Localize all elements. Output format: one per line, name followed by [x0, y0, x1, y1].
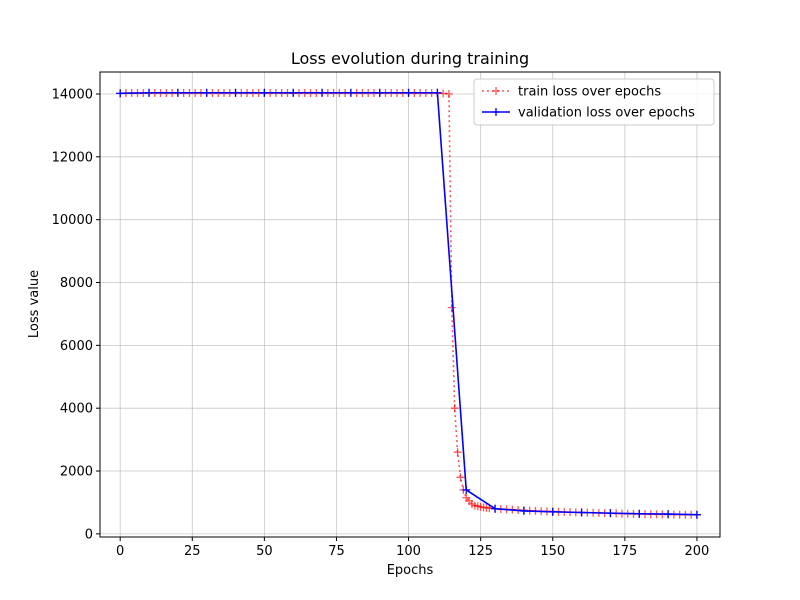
data-point	[145, 88, 154, 97]
chart-title: Loss evolution during training	[291, 49, 529, 68]
x-tick-label: 50	[256, 544, 273, 559]
data-point	[173, 88, 182, 97]
legend-marker	[492, 87, 500, 95]
plot-area-frame	[99, 71, 721, 538]
data-point	[453, 448, 462, 457]
y-tick-label: 2000	[60, 465, 93, 480]
data-point	[606, 509, 615, 518]
data-point	[548, 507, 557, 516]
axis-ticks: 0 25 50 75 100 125 150 175 200020004000600080001…	[52, 87, 710, 559]
x-tick-label: 0	[116, 544, 124, 559]
data-point	[260, 88, 269, 97]
data-point	[450, 404, 459, 413]
data-point	[116, 89, 125, 98]
data-point	[404, 88, 413, 97]
x-axis-label: Epochs	[387, 563, 434, 578]
data-point	[456, 473, 465, 482]
x-tick-label: 200	[685, 544, 710, 559]
data-point	[447, 303, 456, 312]
y-tick-label: 12000	[52, 150, 93, 165]
y-tick-label: 6000	[60, 339, 93, 354]
y-tick-label: 4000	[60, 402, 93, 417]
data-point	[692, 510, 701, 519]
y-tick-label: 14000	[52, 87, 93, 102]
x-tick-label: 150	[540, 544, 565, 559]
y-tick-label: 10000	[52, 213, 93, 228]
grid-lines	[100, 72, 720, 537]
data-point	[433, 88, 442, 97]
legend-entry: validation loss over epochs	[482, 106, 695, 121]
data-point	[202, 88, 211, 97]
x-tick-label: 125	[468, 544, 493, 559]
legend: train loss over epochs validation loss ov…	[473, 78, 715, 126]
x-tick-label: 25	[184, 544, 201, 559]
data-point	[318, 88, 327, 97]
legend-box	[473, 78, 715, 126]
series-layer	[116, 88, 701, 519]
y-tick-label: 0	[85, 527, 93, 542]
legend-entry: train loss over epochs	[482, 85, 661, 100]
data-point	[462, 485, 471, 494]
series-validation	[116, 88, 701, 519]
data-point	[289, 88, 298, 97]
legend-label: train loss over epochs	[518, 85, 661, 100]
data-point	[231, 88, 240, 97]
y-tick-label: 8000	[60, 276, 93, 291]
data-point	[664, 510, 673, 519]
data-point	[444, 89, 453, 98]
x-tick-label: 100	[396, 544, 421, 559]
data-point	[491, 504, 500, 513]
legend-label: validation loss over epochs	[518, 106, 695, 121]
legend-marker	[492, 108, 500, 116]
data-point	[346, 88, 355, 97]
data-point	[635, 509, 644, 518]
data-point	[577, 508, 586, 517]
data-point	[375, 88, 384, 97]
y-axis-label: Loss value	[27, 270, 42, 338]
x-tick-label: 175	[612, 544, 637, 559]
data-point	[519, 506, 528, 515]
x-tick-label: 75	[328, 544, 345, 559]
